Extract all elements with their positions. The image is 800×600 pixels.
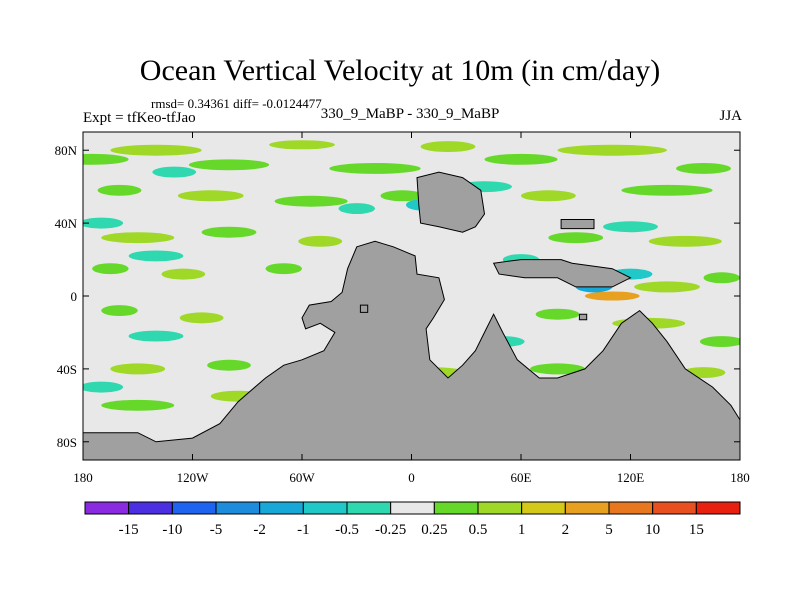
colorbar-label-7: 0.25 [421, 522, 447, 538]
negative-anomaly-13 [83, 381, 124, 393]
colorbar: -15 -10 -5 -2 -1 -0.5 -0.25 0.25 0.5 1 2 5 10 15 [84, 501, 741, 538]
negative-anomaly-1 [338, 203, 375, 215]
positive-anomaly-15 [101, 232, 175, 244]
colorbar-swatch-10 [521, 501, 566, 515]
negative-anomaly-10 [128, 330, 184, 342]
colorbar-swatch-14 [695, 501, 741, 515]
positive-anomaly-8 [676, 162, 731, 174]
experiment-label: Expt = tfKeo-tfJao [83, 110, 196, 126]
colorbar-label-11: 5 [605, 522, 613, 538]
positive-anomaly-11 [274, 195, 348, 207]
colorbar-label-1: -10 [162, 522, 182, 538]
colorbar-swatch-11 [564, 501, 610, 515]
case-label: 330_9_MaBP - 330_9_MaBP [320, 106, 500, 122]
y-tick-label-0: 80N [55, 143, 78, 158]
colorbar-swatch-12 [608, 501, 654, 515]
colorbar-label-4: -1 [297, 522, 310, 538]
colorbar-swatch-4 [259, 501, 304, 515]
y-tick-label-3: 40S [57, 362, 77, 377]
colorbar-swatch-5 [302, 501, 348, 515]
negative-anomaly-6 [128, 250, 184, 262]
chart-title: Ocean Vertical Velocity at 10m (in cm/da… [139, 54, 661, 87]
positive-anomaly-0 [83, 153, 129, 165]
stats-label: rmsd= 0.34361 diff= -0.0124477 [151, 96, 322, 111]
land-small-island [359, 304, 369, 313]
positive-anomaly-17 [298, 235, 343, 247]
x-tick-label-0: 180 [73, 470, 93, 485]
x-tick-label-5: 120E [617, 470, 645, 485]
positive-anomaly-26 [101, 305, 138, 317]
colorbar-swatch-3 [215, 501, 261, 515]
land-western-continent [83, 240, 740, 460]
positive-anomaly-13 [521, 190, 576, 202]
colorbar-label-12: 10 [645, 522, 660, 538]
positive-anomaly-3 [269, 140, 335, 150]
land-tiny-island [578, 313, 588, 321]
colorbar-label-9: 1 [518, 522, 526, 538]
positive-anomaly-24 [634, 281, 700, 293]
negative-anomaly-5 [603, 221, 658, 233]
negative-anomaly-4 [83, 217, 124, 229]
positive-anomaly-6 [484, 153, 558, 165]
colorbar-label-6: -0.25 [375, 522, 406, 538]
colorbar-swatch-13 [652, 501, 697, 515]
positive-anomaly-22 [265, 263, 302, 275]
colorbar-label-2: -5 [210, 522, 223, 538]
colorbar-label-8: 0.5 [469, 522, 488, 538]
colorbar-swatch-8 [433, 501, 479, 515]
positive-anomaly-2 [188, 159, 270, 171]
positive-anomaly-9 [97, 184, 142, 196]
positive-anomaly-12 [380, 190, 425, 202]
y-tick-label-1: 40N [55, 216, 78, 231]
colorbar-swatch-2 [171, 501, 217, 515]
x-tick-label-1: 120W [177, 470, 210, 485]
y-tick-label-2: 0 [71, 289, 78, 304]
positive-anomaly-23 [584, 291, 640, 301]
x-tick-label-6: 180 [730, 470, 750, 485]
colorbar-label-13: 15 [689, 522, 704, 538]
season-label: JJA [719, 108, 742, 124]
colorbar-label-10: 2 [562, 522, 570, 538]
positive-anomaly-7 [557, 144, 667, 156]
colorbar-swatch-6 [346, 501, 392, 515]
positive-anomaly-36 [101, 399, 175, 411]
positive-anomaly-31 [110, 363, 166, 375]
positive-anomaly-14 [621, 184, 713, 196]
positive-anomaly-1 [110, 144, 202, 156]
positive-anomaly-5 [420, 141, 476, 153]
positive-anomaly-4 [329, 162, 421, 174]
colorbar-swatch-9 [477, 501, 523, 515]
land-northern-block [416, 171, 486, 233]
colorbar-label-0: -15 [119, 522, 139, 538]
colorbar-label-3: -2 [253, 522, 266, 538]
x-tick-label-2: 60W [289, 470, 315, 485]
colorbar-swatch-0 [84, 501, 130, 515]
negative-anomaly-0 [152, 166, 197, 178]
colorbar-label-5: -0.5 [335, 522, 359, 538]
positive-anomaly-27 [179, 312, 224, 324]
land-mask [83, 171, 740, 460]
land-northern-island [492, 259, 632, 288]
positive-anomaly-10 [177, 190, 244, 202]
axes: 180 120W 60W 0 60E 120E 180 80N 40N 0 40S 80S [55, 132, 750, 485]
positive-anomaly-34 [530, 363, 585, 375]
positive-anomaly-25 [703, 272, 740, 284]
y-tick-label-4: 80S [57, 435, 77, 450]
x-tick-label-4: 60E [511, 470, 532, 485]
positive-anomaly-32 [207, 359, 251, 371]
x-tick-label-3: 0 [408, 470, 415, 485]
positive-anomaly-19 [648, 235, 722, 247]
positive-anomaly-16 [201, 226, 257, 238]
positive-anomaly-28 [535, 308, 580, 320]
land-eastern-bar [560, 219, 595, 230]
positive-anomaly-20 [92, 263, 129, 275]
positive-anomaly-30 [699, 336, 740, 348]
colorbar-swatch-1 [128, 501, 173, 515]
positive-anomaly-21 [161, 268, 206, 280]
positive-anomaly-18 [548, 232, 604, 244]
colorbar-swatch-7 [390, 501, 435, 515]
